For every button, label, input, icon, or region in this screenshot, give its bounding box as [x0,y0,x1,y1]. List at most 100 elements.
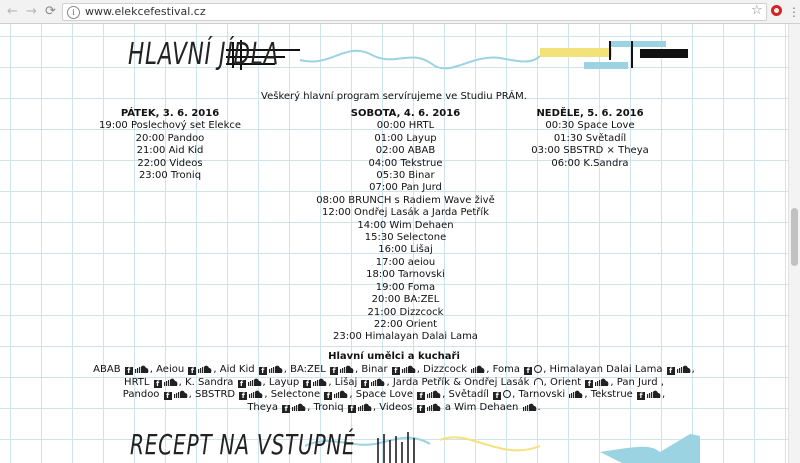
program-item: 21:00 Aid Kid [136,145,204,157]
day-column-sunday: NEDĚLE, 5. 6. 2016 00:30 Space Love 01:30 … [525,108,655,170]
separator: , [662,389,666,401]
soundcloud-icon[interactable] [595,378,609,386]
separator: , [349,389,353,401]
facebook-icon[interactable]: f [124,366,133,375]
facebook-icon[interactable]: f [258,366,267,375]
program-item: 05:30 Binar [376,170,435,182]
facebook-icon[interactable]: f [239,392,248,401]
page-content: HLAVNÍ JÍDLA Veškerý hlavní program serv… [0,24,788,463]
menu-icon[interactable]: ⋮ [788,5,800,19]
artists-line: Pandoo f, SBSTRD f, Selectone f, Space L… [0,389,788,402]
separator: , [262,376,266,388]
artist-name: Aeiou [156,363,185,375]
soundcloud-icon[interactable] [292,403,306,412]
facebook-icon[interactable]: f [417,392,426,401]
program-item: 23:00 Troniq [138,170,202,182]
program-item: 01:00 Layup [374,132,437,144]
separator: , [543,363,547,375]
soundcloud-icon[interactable] [198,365,212,373]
soundcloud-icon[interactable] [569,390,583,399]
artist-name: Aid Kid [219,363,255,375]
program-item: 06:00 K.Sandra [551,157,629,169]
soundcloud-icon[interactable] [676,365,691,373]
program-item: 22:00 Orient [373,318,438,330]
artists-section: Hlavní umělci a kuchaři ABAB f, Aeiou f,… [0,351,788,415]
day-title: NEDĚLE, 5. 6. 2016 [536,108,644,119]
artists-title: Hlavní umělci a kuchaři [328,351,460,362]
opera-icon[interactable] [771,5,782,16]
bookmark-star-icon[interactable]: ☆ [751,3,763,18]
facebook-icon[interactable]: f [524,366,533,375]
separator: , [149,363,153,375]
soundcloud-icon[interactable] [313,378,327,386]
site-info-icon[interactable]: i [67,6,80,19]
program-item: 02:00 ABAB [375,145,436,157]
facebook-icon[interactable]: f [361,379,370,388]
soundcloud-icon[interactable] [401,365,416,373]
reload-icon[interactable]: ⟳ [45,4,56,19]
forward-icon[interactable]: → [26,4,37,19]
artist-name: Theya [247,402,278,414]
soundcloud-icon[interactable] [163,378,178,386]
soundcloud-icon[interactable] [471,365,485,373]
web-icon[interactable] [503,390,512,399]
artists-line: Theya f, Troniq f, Videos f a Wim Dehaen… [0,402,788,415]
soundcloud-icon[interactable] [173,390,188,399]
scrollbar-thumb[interactable] [791,208,798,266]
soundcloud-icon[interactable] [249,390,263,399]
soundcloud-icon[interactable] [371,378,385,386]
facebook-icon[interactable]: f [303,379,312,388]
program-item: 19:00 Foma [375,281,436,293]
facebook-icon[interactable]: f [153,379,162,388]
program-item: 00:30 Space Love [545,120,635,132]
headphones-icon[interactable] [533,377,543,385]
artist-name: Selectone [270,389,321,401]
section-title: HLAVNÍ JÍDLA [128,37,279,72]
separator: , [543,376,547,388]
artist-name: Space Love [355,389,413,401]
artist-name: Foma [492,363,520,375]
facebook-icon[interactable]: f [329,366,338,375]
soundcloud-icon[interactable] [647,390,661,399]
artist-name: Tarnovski [518,389,566,401]
facebook-icon[interactable]: f [324,392,333,401]
separator: , [691,363,695,375]
soundcloud-icon[interactable] [426,403,441,412]
web-icon[interactable] [534,364,543,373]
back-icon[interactable]: ← [7,4,18,19]
soundcloud-icon[interactable] [334,390,348,399]
facebook-icon[interactable]: f [282,405,291,414]
artist-name: BA:ZEL [290,363,326,375]
soundcloud-icon[interactable] [247,378,262,386]
address-bar[interactable]: i www.elekcefestival.cz [62,3,767,21]
program-item: 19:00 Poslechový set Elekce [98,120,242,132]
url-text[interactable]: www.elekcefestival.cz [85,5,206,18]
program-item: 01:30 Světadíl [553,132,627,144]
soundcloud-icon[interactable] [522,403,537,412]
soundcloud-icon[interactable] [268,365,283,373]
facebook-icon[interactable]: f [666,366,675,375]
artist-name: HRTL [124,376,150,388]
facebook-icon[interactable]: f [237,379,246,388]
soundcloud-icon[interactable] [427,390,441,399]
page-scrollbar[interactable] [788,24,800,463]
separator: , [610,376,614,388]
separator: , [584,389,588,401]
soundcloud-icon[interactable] [339,365,354,373]
artists-line: ABAB f, Aeiou f, Aid Kid f, BA:ZEL f, Bi… [0,364,788,377]
soundcloud-icon[interactable] [134,365,149,373]
artist-name: ABAB [93,363,121,375]
soundcloud-icon[interactable] [357,403,372,412]
facebook-icon[interactable]: f [163,392,172,401]
footer-decoration [304,432,700,463]
facebook-icon[interactable]: f [391,366,400,375]
separator: , [372,402,377,414]
facebook-icon[interactable]: f [637,392,645,401]
facebook-icon[interactable]: f [347,405,356,414]
facebook-icon[interactable]: f [416,405,425,414]
facebook-icon[interactable]: f [188,366,197,375]
facebook-icon[interactable]: f [585,379,594,388]
program-item: 22:00 Videos [137,157,203,169]
facebook-icon[interactable]: f [493,392,502,401]
day-column-friday: PÁTEK, 3. 6. 2016 19:00 Poslechový set El… [80,108,260,182]
